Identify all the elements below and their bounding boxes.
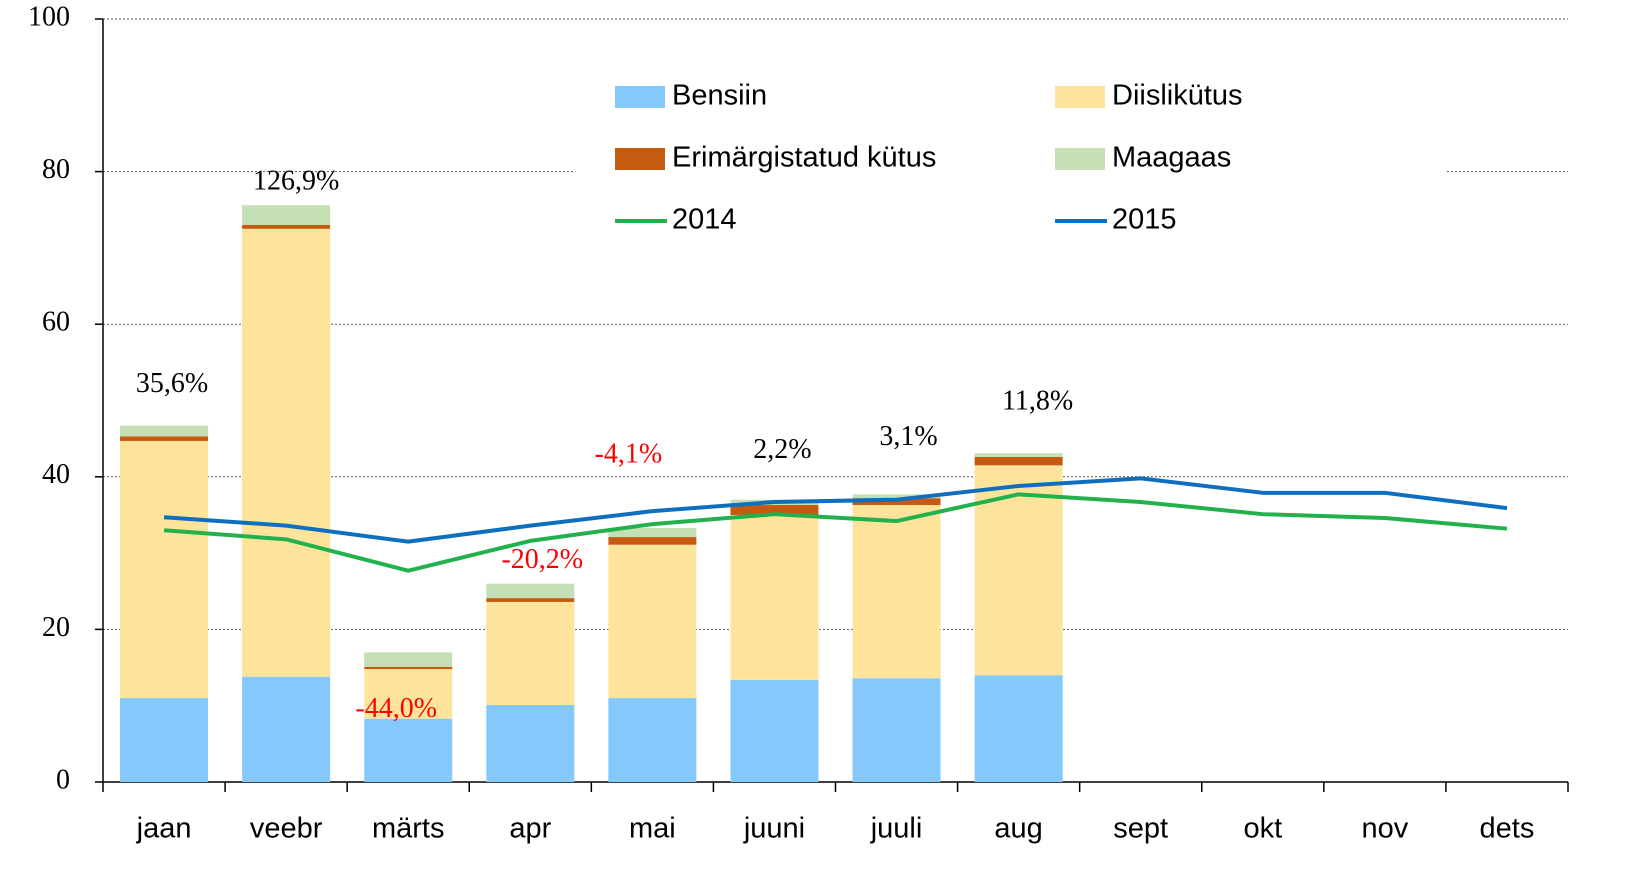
legend-swatch <box>615 86 665 108</box>
line-series <box>163 492 1508 573</box>
y-tick-label: 80 <box>42 154 70 185</box>
x-tick-label: mai <box>629 813 676 845</box>
bar-segment <box>852 494 941 499</box>
bar-segment <box>242 205 331 226</box>
bar-segment <box>852 505 941 679</box>
bar-segment <box>242 676 331 782</box>
legend-label: 2014 <box>672 204 737 236</box>
annotation: 35,6% <box>136 368 208 399</box>
legend-box <box>573 60 1447 245</box>
annotation: 3,1% <box>879 421 937 452</box>
legend-swatch <box>1055 148 1105 170</box>
bar-segment <box>120 425 209 437</box>
y-tick-label: 20 <box>42 612 70 643</box>
bar-segment <box>486 598 575 602</box>
bar-segment <box>120 440 209 699</box>
bar-segment <box>364 666 453 670</box>
x-tick-label: jaan <box>136 813 192 845</box>
legend-label: Diislikütus <box>1112 80 1243 112</box>
bar-segment <box>242 225 331 229</box>
bar-segment <box>608 537 697 545</box>
bar-segment <box>364 652 453 667</box>
legend-label: Bensiin <box>672 80 767 112</box>
y-tick-label: 40 <box>42 459 70 490</box>
bar-segment <box>486 704 575 782</box>
legend-swatch <box>1055 86 1105 108</box>
y-tick-label: 60 <box>42 307 70 338</box>
annotation: -20,2% <box>501 544 583 575</box>
line-series <box>163 476 1508 544</box>
x-tick-label: nov <box>1361 813 1408 845</box>
bar-segment <box>974 675 1063 782</box>
annotation: 11,8% <box>1002 386 1073 417</box>
legend-label: Maagaas <box>1112 142 1231 174</box>
bar-segment <box>364 669 453 719</box>
bar-segment <box>730 679 819 782</box>
x-tick-label: okt <box>1243 813 1282 845</box>
bar-segment <box>608 544 697 699</box>
bar-segment <box>608 698 697 782</box>
bar-segment <box>486 583 575 599</box>
annotation: -4,1% <box>595 438 663 469</box>
annotation: -44,0% <box>355 693 437 724</box>
x-tick-label: veebr <box>250 813 323 845</box>
bar-segment <box>120 436 209 441</box>
bar-segment <box>974 456 1063 466</box>
bar-segment <box>120 698 209 782</box>
annotation: 2,2% <box>753 434 811 465</box>
x-tick-label: juuli <box>870 813 923 845</box>
bar-segment <box>852 678 941 782</box>
x-tick-label: aug <box>994 813 1042 845</box>
bar-segment <box>730 505 819 515</box>
x-tick-label: dets <box>1480 813 1535 845</box>
x-tick-label: juuni <box>743 813 805 845</box>
x-tick-label: sept <box>1113 813 1168 845</box>
x-tick-label: apr <box>509 813 551 845</box>
x-tick-label: märts <box>372 813 445 845</box>
legend-label: 2015 <box>1112 204 1177 236</box>
legend-swatch <box>615 148 665 170</box>
bar-segment <box>608 527 697 538</box>
bar-segment <box>364 718 453 782</box>
legend-label: Erimärgistatud kütus <box>672 142 936 174</box>
bar-segment <box>974 453 1063 457</box>
bar-segment <box>242 228 331 677</box>
bar-segment <box>730 514 819 680</box>
y-tick-label: 100 <box>28 1 70 32</box>
bar-segment <box>486 601 575 705</box>
y-tick-label: 0 <box>56 764 70 795</box>
annotation: 126,9% <box>253 166 339 197</box>
